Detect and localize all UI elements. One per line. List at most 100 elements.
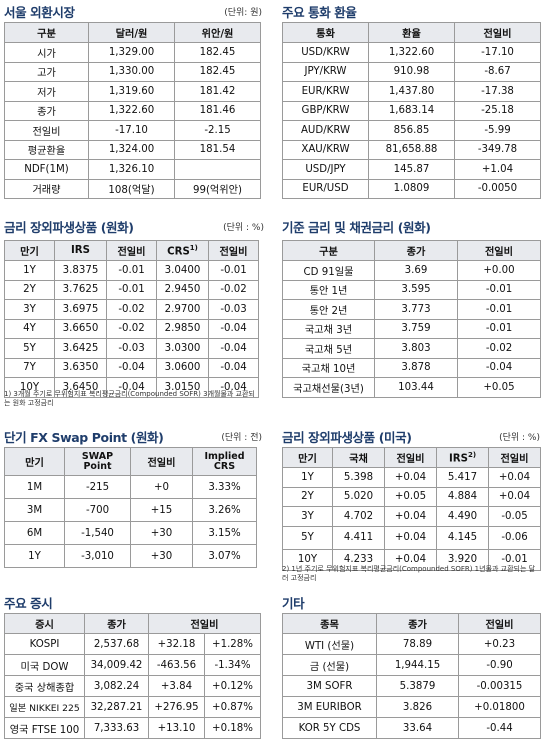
table-cell: 국고채 3년	[282, 318, 375, 339]
table-cell: 4.411	[332, 525, 385, 550]
table-cell: -0.04	[106, 377, 157, 398]
irs-footnote-mark: 2)	[467, 450, 477, 459]
col-header: 전일비	[457, 240, 541, 261]
table-row: JPY/KRW 910.98 -8.67	[282, 61, 541, 82]
table-row: 중국 상해종합 3,082.24 +3.84 +0.12%	[4, 675, 261, 697]
table-row: 종가 1,322.60 181.46	[4, 100, 261, 121]
table-row: 3Y 4.702 +0.04 4.490 -0.05	[282, 506, 541, 527]
table-cell: -1,540	[64, 521, 131, 545]
table-cell: -0.01	[488, 548, 541, 571]
table-cell: +1.04	[454, 159, 541, 180]
table-row: 국고채선물(3년) 103.44 +0.05	[282, 377, 541, 398]
usd-rate-deriv-title: 금리 장외파생상품 (미국)	[282, 430, 412, 445]
table-cell: -0.90	[458, 654, 541, 676]
table-cell: +0.04	[488, 467, 541, 488]
table-cell: -0.01	[106, 260, 157, 281]
table-cell: 4.884	[436, 486, 489, 507]
table-cell: USD/JPY	[282, 159, 369, 180]
col-header: 달러/원	[88, 22, 175, 43]
table-row: 1Y 5.398 +0.04 5.417 +0.04	[282, 467, 541, 488]
table-cell: 4Y	[4, 318, 55, 339]
table-cell: 중국 상해종합	[4, 675, 85, 697]
table-row: KOSPI 2,537.68 +32.18 +1.28%	[4, 633, 261, 655]
table-cell: -0.02	[106, 318, 157, 339]
table-cell: -463.56	[148, 654, 205, 676]
table-cell: -17.10	[88, 120, 175, 141]
table-row: 2Y 5.020 +0.05 4.884 +0.04	[282, 486, 541, 507]
table-cell: +30	[130, 544, 193, 568]
table-cell: +0.87%	[204, 696, 261, 718]
table-cell: -5.99	[454, 120, 541, 141]
table-cell: 2,537.68	[84, 633, 149, 655]
table-cell: 전일비	[4, 120, 89, 141]
table-cell: +0.01800	[458, 696, 541, 718]
table-cell: 1,329.00	[88, 42, 175, 63]
table-cell: 3.69	[374, 260, 458, 281]
table-row: 통안 2년 3.773 -0.01	[282, 299, 541, 320]
table-row: 영국 FTSE 100 7,333.63 +13.10 +0.18%	[4, 717, 261, 739]
table-cell: +0.04	[488, 486, 541, 507]
table-cell: -0.04	[208, 357, 259, 378]
table-cell: -0.03	[208, 299, 259, 320]
table-cell: 78.89	[376, 633, 459, 655]
table-row: 10Y 4.233 +0.04 3.920 -0.01	[282, 548, 541, 571]
table-cell: +0.00	[457, 260, 541, 281]
col-header: 전일비	[454, 22, 541, 43]
seoul-fx-table: 구분 달러/원 위안/원 시가 1,329.00 182.45 고가 1,330.00…	[4, 22, 261, 199]
table-row: EUR/USD 1.0809 -0.0050	[282, 178, 541, 199]
col-header: 위안/원	[174, 22, 261, 43]
seoul-fx-title: 서울 외환시장	[4, 5, 75, 20]
table-cell: 3.759	[374, 318, 458, 339]
krw-rate-deriv-unit: (단위 : %)	[223, 223, 264, 233]
table-cell: -25.18	[454, 100, 541, 121]
table-cell: 1,683.14	[368, 100, 455, 121]
table-cell: -0.44	[458, 717, 541, 739]
table-cell: +3.84	[148, 675, 205, 697]
table-cell: 7Y	[4, 357, 55, 378]
table-cell: -0.04	[208, 338, 259, 359]
table-cell: -0.04	[457, 357, 541, 378]
table-cell: 1,437.80	[368, 81, 455, 102]
table-cell: 3.826	[376, 696, 459, 718]
table-cell: +15	[130, 498, 193, 522]
table-cell: +0.04	[384, 525, 437, 550]
table-cell: 182.45	[174, 42, 261, 63]
table-cell: 5.417	[436, 467, 489, 488]
table-cell: 34,009.42	[84, 654, 149, 676]
fx-swap-title: 단기 FX Swap Point (원화)	[4, 430, 164, 445]
table-cell: +0.04	[384, 548, 437, 571]
table-cell: 3.7625	[54, 279, 107, 300]
crs-label: CRS	[167, 246, 190, 258]
table-cell: -17.10	[454, 42, 541, 63]
table-cell: 3Y	[282, 506, 333, 527]
seoul-fx-panel: 서울 외환시장 (단위: 원) 구분 달러/원 위안/원 시가 1,329.00 1…	[4, 2, 262, 199]
table-cell: -0.02	[106, 299, 157, 320]
table-cell: 5Y	[282, 525, 333, 550]
col-header: 국채	[332, 447, 385, 468]
fx-swap-unit: (단위 : 전)	[221, 433, 262, 443]
crs-label-line2: CRS	[213, 460, 236, 472]
others-table: 종목 종가 전일비 WTI (선물) 78.89 +0.23 금 (선물) 1,944…	[282, 613, 541, 739]
table-cell: -0.01	[457, 318, 541, 339]
table-cell: 평균환율	[4, 139, 89, 160]
table-cell: 1,322.60	[368, 42, 455, 63]
table-cell: 108(억달)	[88, 178, 175, 199]
table-cell: 국고채 5년	[282, 338, 375, 359]
table-cell: XAU/KRW	[282, 139, 369, 160]
table-cell: 181.46	[174, 100, 261, 121]
table-row: 1Y 3.8375 -0.01 3.0400 -0.01	[4, 260, 259, 281]
table-row: 시가 1,329.00 182.45	[4, 42, 261, 63]
table-cell: 103.44	[374, 377, 458, 398]
table-cell: -0.01	[457, 279, 541, 300]
col-header: 종가	[374, 240, 458, 261]
table-row: 미국 DOW 34,009.42 -463.56 -1.34%	[4, 654, 261, 676]
table-cell: 1,944.15	[376, 654, 459, 676]
table-row: AUD/KRW 856.85 -5.99	[282, 120, 541, 141]
stocks-title: 주요 증시	[4, 596, 53, 611]
major-fx-table: 통화 환율 전일비 USD/KRW 1,322.60 -17.10 JPY/KRW 9…	[282, 22, 541, 199]
irs-label: IRS	[448, 453, 468, 465]
krw-rate-deriv-table: 만기 IRS 전일비 CRS1) 전일비 1Y 3.8375 -0.01 3.0400…	[4, 240, 259, 398]
col-header: 종목	[282, 613, 377, 634]
table-cell: -0.02	[208, 279, 259, 300]
table-cell: 금 (선물)	[282, 654, 377, 676]
